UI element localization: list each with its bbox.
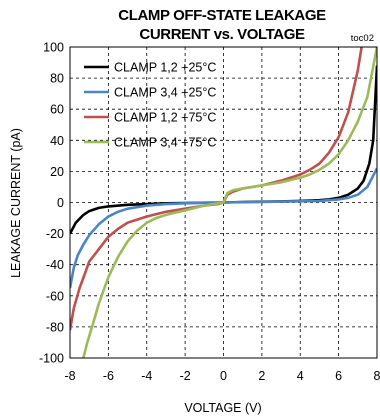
y-tick-label: -20	[46, 227, 64, 241]
x-tick-label: 4	[297, 369, 304, 383]
series-line-4	[82, 47, 377, 358]
x-tick-label: 2	[258, 369, 265, 383]
y-tick-label: 60	[50, 103, 64, 117]
legend-label-4: CLAMP 3,4 +75°C	[114, 136, 216, 150]
y-tick-label: 0	[57, 196, 64, 210]
tick-labels: -8 -6 -4 -2 0 2 4 6 8100806040200-20-40-60-80-10…	[39, 41, 380, 384]
x-tick-label: 8	[374, 369, 380, 383]
legend-label-3: CLAMP 1,2 +75°C	[114, 111, 216, 125]
x-tick-label: -8	[64, 369, 75, 383]
x-tick-label: 6	[335, 369, 342, 383]
y-tick-label: 80	[50, 72, 64, 86]
series-line-2	[70, 167, 377, 289]
legend-label-2: CLAMP 3,4 +25°C	[114, 86, 216, 100]
chart-title-line1: CLAMP OFF-STATE LEAKAGE	[118, 7, 326, 24]
legend-label-1: CLAMP 1,2 +25°C	[114, 61, 216, 75]
grid-lines	[70, 47, 377, 358]
x-tick-label: -2	[180, 369, 191, 383]
y-axis-label: LEAKAGE CURRENT (pA)	[9, 128, 23, 278]
y-tick-label: 20	[50, 165, 64, 179]
x-axis-label: VOLTAGE (V)	[184, 401, 261, 415]
x-tick-label: -4	[141, 369, 152, 383]
y-tick-label: -40	[46, 258, 64, 272]
legend: CLAMP 1,2 +25°C CLAMP 3,4 +25°C CLAMP 1,2 …	[84, 61, 216, 150]
x-tick-label: -6	[103, 369, 114, 383]
y-tick-label: -100	[39, 352, 64, 366]
chart-tag: toc02	[351, 33, 374, 44]
y-tick-label: 100	[43, 41, 64, 55]
x-tick-label: 0	[220, 369, 227, 383]
plot-frame	[69, 46, 378, 359]
y-tick-label: -80	[46, 320, 64, 334]
y-tick-label: 40	[50, 134, 64, 148]
chart-title-line2: CURRENT vs. VOLTAGE	[139, 26, 305, 43]
series-layer	[70, 47, 377, 358]
y-tick-label: -60	[46, 289, 64, 303]
